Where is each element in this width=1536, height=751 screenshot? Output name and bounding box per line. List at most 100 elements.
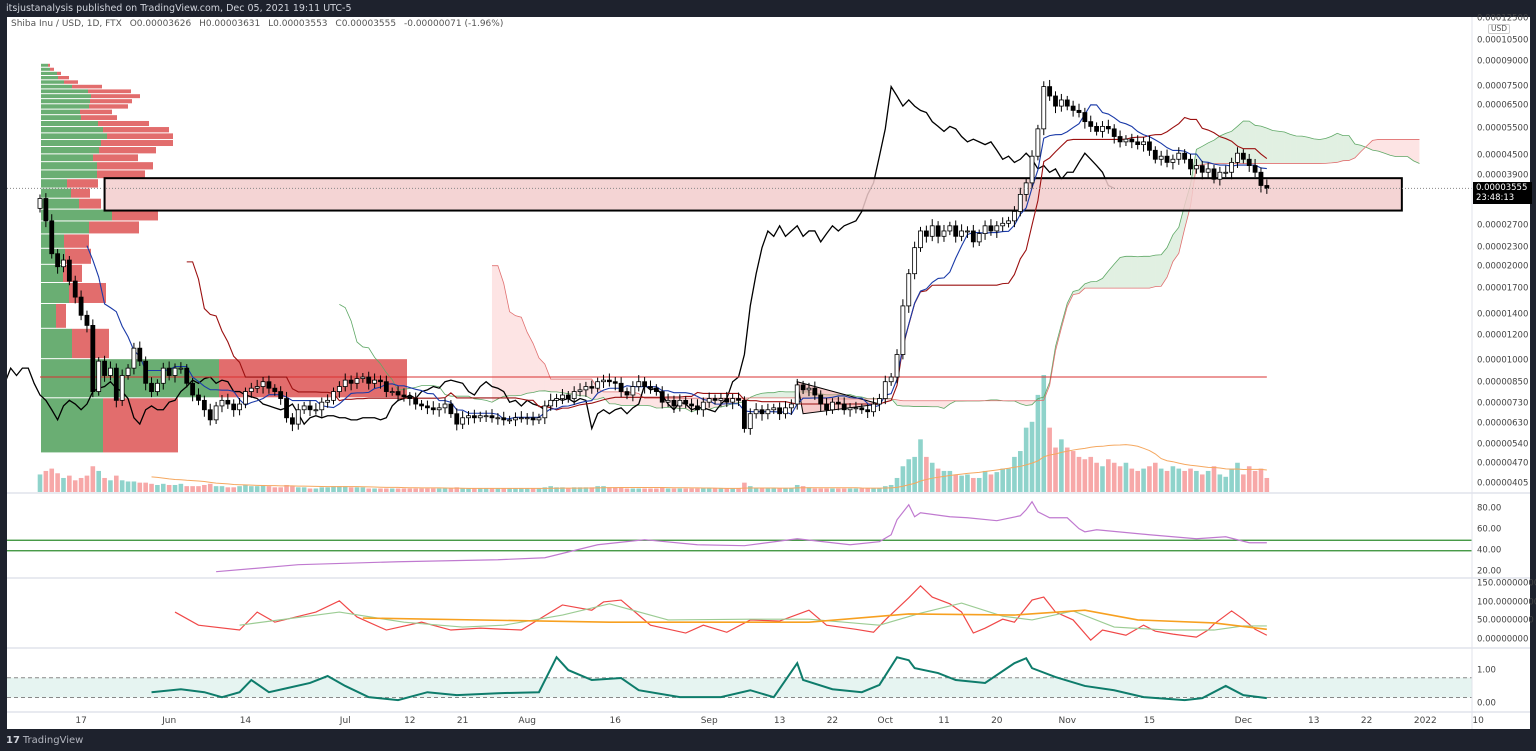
time-tick-label: Jul — [339, 716, 351, 726]
zone-rectangle — [103, 177, 1403, 212]
candle-body — [994, 225, 1000, 232]
volume-bar — [430, 488, 436, 492]
volume-bar — [1082, 459, 1088, 492]
candle — [589, 380, 595, 394]
kumo-cloud-segment — [1196, 146, 1203, 166]
candle-body — [771, 407, 777, 411]
candle — [348, 375, 354, 391]
candle — [1070, 100, 1076, 117]
candle — [577, 383, 583, 397]
candle-body — [1094, 126, 1099, 132]
candle-body — [1035, 128, 1041, 157]
time-tick-label: Nov — [1058, 716, 1077, 726]
indicator-line — [151, 655, 1267, 702]
candle — [325, 394, 331, 408]
volume-bar — [190, 486, 195, 492]
rsi-tick-label: 80.00 — [1477, 503, 1502, 514]
kumo-cloud-segment — [1143, 256, 1150, 289]
candle-body — [184, 367, 190, 384]
volume-profile-buy-bar — [41, 63, 48, 67]
volume-bar — [149, 483, 154, 492]
candle — [1235, 147, 1240, 168]
candle-body — [149, 382, 154, 392]
volume-bar — [378, 488, 383, 492]
volume-bar — [988, 474, 994, 492]
volume-bar — [1199, 474, 1205, 492]
candle — [877, 393, 882, 412]
volume-profile-buy-bar — [41, 127, 103, 133]
volume-bar — [436, 488, 442, 492]
volume-profile-sell-bar — [64, 80, 78, 84]
candle-body — [295, 409, 301, 425]
candle-body — [1164, 155, 1170, 163]
candle — [853, 401, 859, 414]
volume-profile-sell-bar — [99, 147, 156, 154]
candle — [1252, 158, 1258, 178]
price-tick-label: 0.00000850 — [1477, 377, 1529, 388]
volume-bar — [401, 488, 407, 492]
currency-label[interactable]: USD — [1488, 24, 1511, 34]
candle-body — [742, 399, 747, 429]
volume-bar — [55, 473, 60, 492]
time-tick-label: 13 — [1308, 716, 1320, 726]
kumo-cloud-segment — [1307, 137, 1314, 164]
candle — [659, 386, 665, 409]
kumo-cloud-segment — [938, 400, 944, 409]
rsi-tick-label: 60.00 — [1477, 524, 1502, 535]
volume-profile-buy-bar — [41, 71, 57, 75]
volume-profile-buy-bar — [41, 80, 64, 84]
candle — [665, 393, 671, 408]
kumo-cloud-segment — [1366, 140, 1373, 151]
volume-bar — [254, 486, 260, 492]
tradingview-logo[interactable]: 17 TradingView — [6, 735, 83, 746]
candle-body — [1264, 185, 1270, 189]
volume-bar — [818, 488, 824, 492]
candle — [84, 310, 90, 333]
volume-profile-sell-bar — [80, 109, 112, 115]
volume-bar — [1135, 470, 1140, 492]
candle — [624, 387, 630, 400]
candle — [1041, 81, 1047, 136]
volume-profile-sell-bar — [50, 67, 54, 71]
kumo-cloud-segment — [1290, 134, 1297, 164]
volume-bar — [1246, 466, 1252, 492]
candle — [612, 377, 618, 391]
volume-bar — [1035, 394, 1041, 492]
candle — [471, 409, 477, 424]
candle — [554, 393, 559, 408]
time-tick-label: 11 — [938, 716, 950, 726]
candle-body — [882, 381, 888, 399]
candle-body — [982, 225, 988, 235]
candle-body — [131, 347, 137, 369]
volume-bar — [207, 483, 213, 492]
candle-body — [542, 405, 548, 419]
volume-bar — [701, 488, 706, 492]
candle-body — [1088, 121, 1094, 127]
volume-bar — [477, 488, 483, 492]
kumo-cloud-segment — [1349, 135, 1355, 161]
volume-bar — [331, 486, 336, 492]
candle-body — [653, 387, 659, 392]
volume-bar — [348, 487, 354, 492]
volume-bar — [659, 487, 665, 492]
candle — [430, 401, 436, 415]
candle — [847, 403, 853, 417]
volume-bar — [1012, 456, 1017, 492]
candle-body — [201, 399, 207, 411]
rsi-tick-label: 40.00 — [1477, 545, 1502, 556]
volume-bar — [278, 487, 283, 492]
candle — [1141, 137, 1146, 152]
candle — [1264, 179, 1270, 194]
candle-body — [1235, 152, 1240, 163]
candle-body — [976, 233, 982, 243]
candle-body — [959, 230, 964, 237]
volume-bar — [90, 466, 96, 492]
kumo-cloud-segment — [785, 391, 792, 398]
time-tick-label: 12 — [404, 716, 416, 726]
legend-low: L0.00003553 — [268, 19, 328, 29]
time-tick-label: 13 — [773, 716, 786, 726]
candle — [1017, 187, 1023, 217]
volume-bar — [466, 488, 471, 492]
volume-bar — [501, 488, 507, 492]
